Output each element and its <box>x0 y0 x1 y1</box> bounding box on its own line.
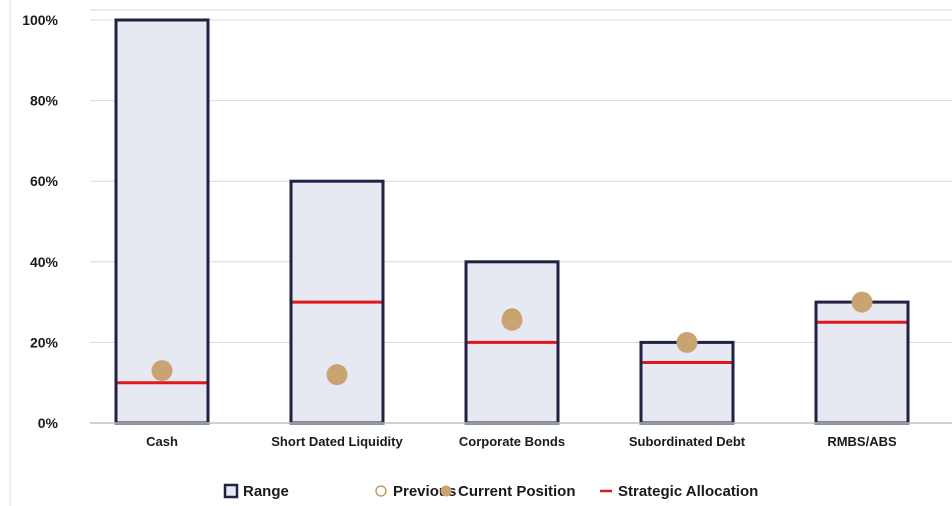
x-category-label: Corporate Bonds <box>459 434 565 449</box>
legend-item: Range <box>223 483 289 500</box>
y-axis: 0% 20% 40% 60% 80% 100% <box>22 12 58 431</box>
y-tick-label: 20% <box>30 334 59 350</box>
legend-swatch-range <box>223 483 239 499</box>
x-axis: Cash Short Dated Liquidity Corporate Bonds… <box>90 422 952 449</box>
legend-label: Previous <box>393 483 456 500</box>
legend-swatch-current <box>440 485 452 497</box>
legend-label: Current Position <box>458 483 576 500</box>
current-position-marker <box>326 364 348 386</box>
y-tick-label: 100% <box>22 12 58 28</box>
range-bar <box>814 300 910 425</box>
current-position-marker <box>851 291 873 313</box>
legend-item: Current Position <box>440 483 576 500</box>
legend-item: Strategic Allocation <box>600 483 758 500</box>
legend-label: Range <box>243 483 289 500</box>
current-position-markers <box>151 291 873 386</box>
x-category-label: Short Dated Liquidity <box>271 434 403 449</box>
legend-label: Strategic Allocation <box>618 483 758 500</box>
strategic-allocation-lines <box>117 300 907 385</box>
legend: Range Previous Current Position Strategic A… <box>223 483 758 500</box>
legend-swatch-previous <box>375 485 387 497</box>
y-tick-label: 0% <box>38 415 59 431</box>
x-category-label: Subordinated Debt <box>629 434 746 449</box>
range-bar <box>639 340 735 425</box>
y-tick-label: 60% <box>30 173 59 189</box>
range-bar <box>114 18 210 425</box>
legend-item: Previous <box>375 483 456 500</box>
y-tick-label: 40% <box>30 254 59 270</box>
current-position-marker <box>151 360 173 382</box>
y-tick-label: 80% <box>30 93 59 109</box>
current-position-marker <box>676 331 698 353</box>
range-bars <box>114 18 910 425</box>
x-category-label: RMBS/ABS <box>827 434 897 449</box>
current-position-marker <box>501 309 523 331</box>
x-category-label: Cash <box>146 434 178 449</box>
